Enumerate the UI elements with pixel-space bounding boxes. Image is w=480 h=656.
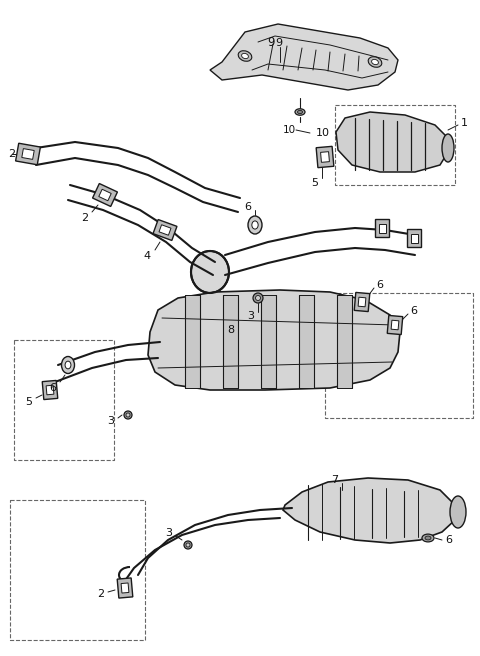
Text: 5: 5 (311, 178, 318, 188)
Text: 6: 6 (445, 535, 452, 545)
Ellipse shape (368, 56, 382, 68)
Ellipse shape (126, 413, 130, 417)
Ellipse shape (450, 496, 466, 528)
Polygon shape (410, 234, 418, 243)
Text: 7: 7 (331, 475, 338, 485)
Ellipse shape (442, 134, 454, 162)
Text: 8: 8 (227, 325, 234, 335)
Text: 2: 2 (8, 149, 15, 159)
Ellipse shape (65, 361, 71, 369)
Polygon shape (354, 293, 370, 312)
Ellipse shape (372, 59, 378, 65)
Polygon shape (210, 24, 398, 90)
Polygon shape (407, 229, 421, 247)
Text: 3: 3 (247, 311, 254, 321)
Polygon shape (261, 295, 276, 388)
Text: 9: 9 (267, 37, 275, 49)
Text: 6: 6 (410, 306, 417, 316)
Text: 1: 1 (461, 118, 468, 128)
Ellipse shape (186, 543, 190, 547)
Text: 6: 6 (376, 280, 383, 290)
Polygon shape (337, 295, 352, 388)
Ellipse shape (252, 221, 258, 229)
Text: 4: 4 (144, 251, 151, 261)
Text: 10: 10 (316, 128, 330, 138)
Text: 2: 2 (97, 589, 104, 599)
Ellipse shape (241, 53, 248, 58)
Polygon shape (153, 220, 177, 241)
Polygon shape (93, 184, 118, 207)
Ellipse shape (253, 293, 263, 303)
Ellipse shape (61, 356, 74, 373)
Polygon shape (16, 143, 40, 165)
Ellipse shape (248, 216, 262, 234)
Text: 6: 6 (244, 202, 251, 212)
Text: 5: 5 (25, 397, 32, 407)
Ellipse shape (191, 251, 229, 293)
Ellipse shape (295, 109, 305, 115)
Ellipse shape (184, 541, 192, 549)
Polygon shape (316, 146, 334, 168)
Polygon shape (283, 478, 455, 543)
Ellipse shape (124, 411, 132, 419)
Polygon shape (321, 152, 329, 162)
Polygon shape (185, 295, 200, 388)
Text: 6: 6 (49, 383, 56, 393)
Text: 10: 10 (283, 125, 296, 135)
Polygon shape (99, 190, 111, 201)
Polygon shape (159, 225, 171, 236)
Ellipse shape (422, 534, 434, 542)
Ellipse shape (298, 110, 302, 113)
Polygon shape (121, 583, 129, 593)
Polygon shape (42, 380, 58, 400)
Text: 3: 3 (165, 528, 172, 538)
Polygon shape (22, 149, 34, 159)
Ellipse shape (425, 536, 431, 540)
Text: 2: 2 (81, 213, 88, 223)
Ellipse shape (255, 295, 261, 300)
Polygon shape (358, 297, 366, 307)
Polygon shape (46, 385, 54, 395)
Polygon shape (223, 295, 238, 388)
Text: 9: 9 (275, 38, 282, 48)
Polygon shape (391, 320, 399, 330)
Polygon shape (117, 578, 133, 598)
Polygon shape (299, 295, 314, 388)
Text: 3: 3 (107, 416, 114, 426)
Ellipse shape (238, 51, 252, 61)
Polygon shape (375, 219, 389, 237)
Polygon shape (336, 112, 448, 172)
Polygon shape (387, 316, 403, 335)
Polygon shape (379, 224, 385, 232)
Polygon shape (148, 290, 400, 390)
